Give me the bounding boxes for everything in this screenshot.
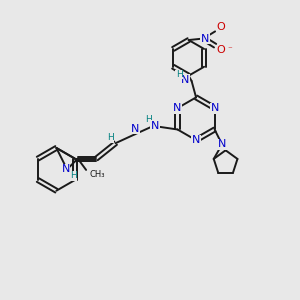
Text: N: N <box>61 164 70 174</box>
Text: N: N <box>151 121 159 131</box>
Text: O: O <box>217 45 225 56</box>
Text: N: N <box>131 124 139 134</box>
Text: H: H <box>176 70 182 79</box>
Text: ⁻: ⁻ <box>228 45 232 54</box>
Text: H: H <box>70 171 77 180</box>
Text: N: N <box>218 140 226 149</box>
Text: O: O <box>217 22 225 32</box>
Text: N: N <box>210 103 219 113</box>
Text: CH₃: CH₃ <box>89 170 105 179</box>
Text: H: H <box>146 116 152 124</box>
Text: N: N <box>201 34 209 44</box>
Text: N: N <box>181 75 189 85</box>
Text: N: N <box>192 135 200 145</box>
Text: N: N <box>173 103 182 113</box>
Text: H: H <box>107 133 114 142</box>
